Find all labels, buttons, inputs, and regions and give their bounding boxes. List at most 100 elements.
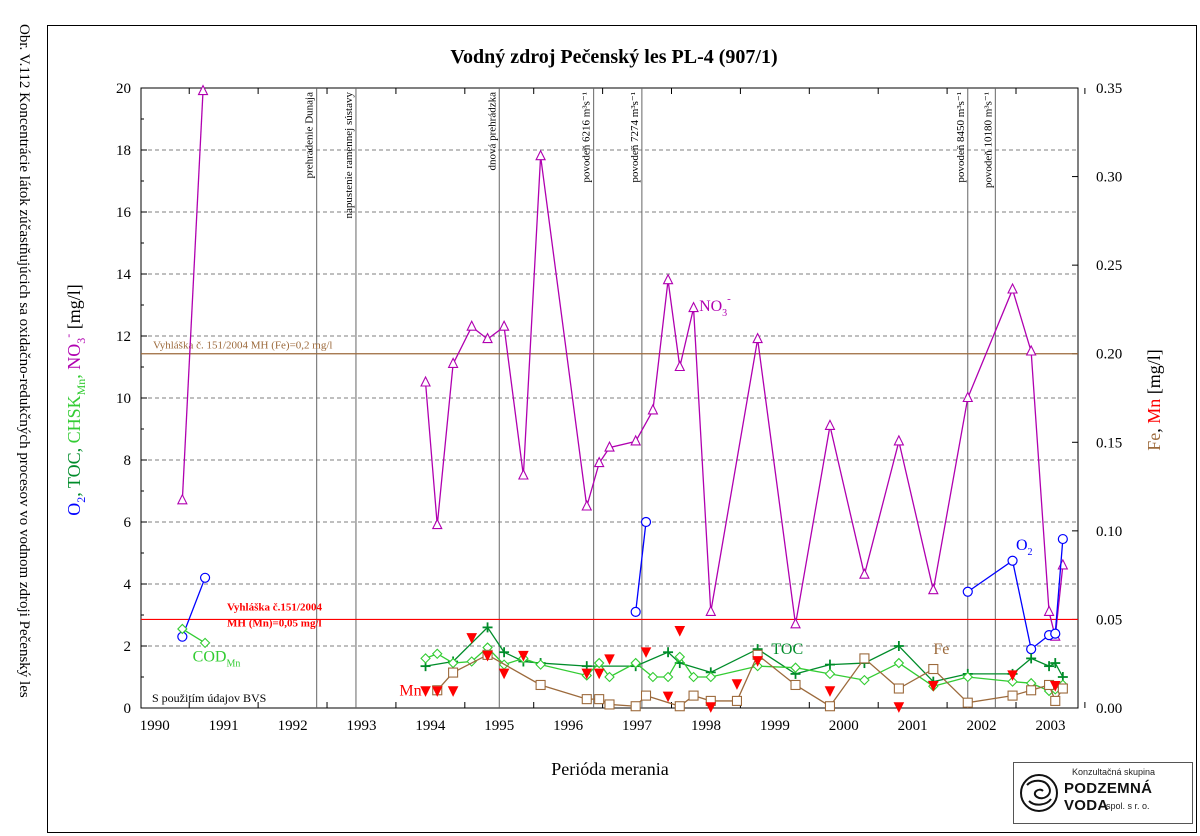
series-line-o2 — [635, 521, 647, 612]
point-fe — [674, 701, 685, 712]
event-label: dnová prehrádzka — [486, 92, 498, 171]
point-chsk-mn — [662, 671, 674, 683]
point-no3- — [927, 583, 939, 595]
point-mn — [640, 647, 652, 658]
point-no3- — [688, 301, 699, 313]
logo-top-text: Konzultačná skupina — [1072, 767, 1156, 777]
point-no3- — [466, 319, 478, 331]
point-fe — [1050, 695, 1061, 706]
point-no3- — [752, 332, 764, 344]
point-chsk-mn — [705, 671, 717, 683]
point-mn — [893, 702, 905, 713]
point-mn — [1049, 680, 1061, 692]
y-tick-label-right: 0.15 — [1096, 435, 1122, 451]
point-no3- — [498, 319, 510, 331]
y-tick-label-left: 16 — [116, 205, 132, 221]
point-no3- — [662, 273, 674, 285]
point-mn — [731, 679, 743, 690]
point-mn — [604, 654, 615, 666]
event-label: prehradenie Dunaja — [304, 92, 316, 179]
event-label: povodeň 8450 m³s⁻¹ — [955, 92, 967, 183]
point-o2 — [1050, 628, 1061, 639]
x-tick-label: 1991 — [209, 718, 239, 734]
point-no3- — [1025, 344, 1037, 356]
event-label: povodeň 10180 m³s⁻¹ — [982, 92, 994, 188]
point-mn — [824, 686, 836, 697]
point-no3- — [1057, 558, 1069, 570]
series-label: TOC — [771, 641, 803, 658]
point-no3- — [482, 332, 493, 344]
x-tick-label: 2000 — [829, 718, 859, 734]
event-label: napustenie ramennej sústavy — [343, 92, 355, 219]
point-mn — [752, 656, 763, 667]
point-chsk-mn — [1007, 676, 1018, 687]
y-axis-label-right: Fe, Mn [mg/l] — [1144, 349, 1164, 451]
point-mn — [518, 650, 529, 662]
point-mn — [1007, 670, 1018, 681]
point-o2 — [199, 572, 211, 583]
y-tick-label-left: 10 — [116, 391, 131, 407]
limit-label: Vyhláška č.151/2004 — [227, 601, 322, 613]
x-tick-label: 1994 — [415, 718, 446, 734]
point-fe — [893, 683, 904, 694]
source-note: S použitím údajov BVS — [152, 691, 266, 705]
point-toc — [893, 641, 904, 651]
point-toc — [1050, 658, 1061, 669]
series-label: NO3- — [699, 293, 731, 319]
point-chsk-mn — [177, 623, 188, 635]
point-no3- — [447, 357, 459, 368]
point-fe — [594, 694, 605, 705]
point-no3- — [790, 617, 801, 629]
point-mn — [593, 668, 605, 680]
point-chsk-mn — [593, 657, 605, 669]
x-axis-label: Perióda merania — [551, 759, 668, 779]
point-chsk-mn — [420, 653, 431, 664]
point-fe — [928, 663, 939, 675]
x-tick-label: 2003 — [1035, 718, 1065, 734]
point-chsk-mn — [790, 662, 801, 673]
plot-area: 0 2 4 6 8 10 12 14 16 18 20 0.00 0.05 0.10 0.15 0.20 0.2… — [61, 81, 1164, 734]
y-tick-label-left: 6 — [124, 515, 132, 531]
point-mn — [581, 668, 593, 680]
point-no3- — [859, 567, 870, 579]
y-tick-label-right: 0.10 — [1096, 524, 1122, 540]
limit-label: Vyhláška č. 151/2004 MH (Fe)=0,2 mg/l — [153, 340, 332, 352]
point-o2 — [1057, 533, 1068, 545]
point-fe — [859, 653, 870, 664]
point-no3- — [431, 518, 443, 530]
point-mn — [420, 686, 431, 697]
series-label: CODMn — [193, 649, 241, 670]
limit-label: MH (Mn)=0,05 mg/l — [227, 617, 322, 629]
y-tick-label-right: 0.20 — [1096, 347, 1122, 363]
y-tick-label-left: 4 — [124, 577, 132, 593]
company-logo: Konzultačná skupina PODZEMNÁ VODA spol. … — [1013, 762, 1193, 824]
point-no3- — [581, 499, 593, 511]
point-toc — [1044, 661, 1055, 672]
series-label: Fe — [933, 641, 949, 658]
x-tick-label: 1999 — [760, 718, 790, 734]
point-no3- — [604, 440, 615, 452]
point-no3- — [1043, 605, 1055, 616]
point-fe — [1057, 683, 1068, 694]
event-label: povodeň 7274 m³s⁻¹ — [629, 92, 641, 183]
point-toc — [482, 622, 493, 633]
point-fe — [1026, 685, 1037, 696]
y-tick-label-left: 14 — [116, 267, 132, 283]
series-line-o2 — [181, 577, 206, 637]
point-o2 — [1026, 643, 1037, 655]
point-chsk-mn — [647, 671, 659, 683]
chart-title: Vodný zdroj Pečenský les PL-4 (907/1) — [450, 46, 777, 68]
point-chsk-mn — [962, 671, 974, 683]
point-fe — [962, 697, 973, 708]
y-tick-label-left: 12 — [116, 329, 131, 345]
point-chsk-mn — [893, 657, 905, 669]
x-tick-label: 1990 — [140, 718, 170, 734]
x-tick-label: 2002 — [967, 718, 997, 734]
point-chsk-mn — [199, 637, 211, 649]
point-no3- — [674, 360, 686, 372]
point-fe — [640, 690, 652, 701]
y-tick-label-right: 0.35 — [1096, 81, 1122, 97]
point-fe — [448, 667, 459, 678]
point-chsk-mn — [674, 651, 686, 663]
